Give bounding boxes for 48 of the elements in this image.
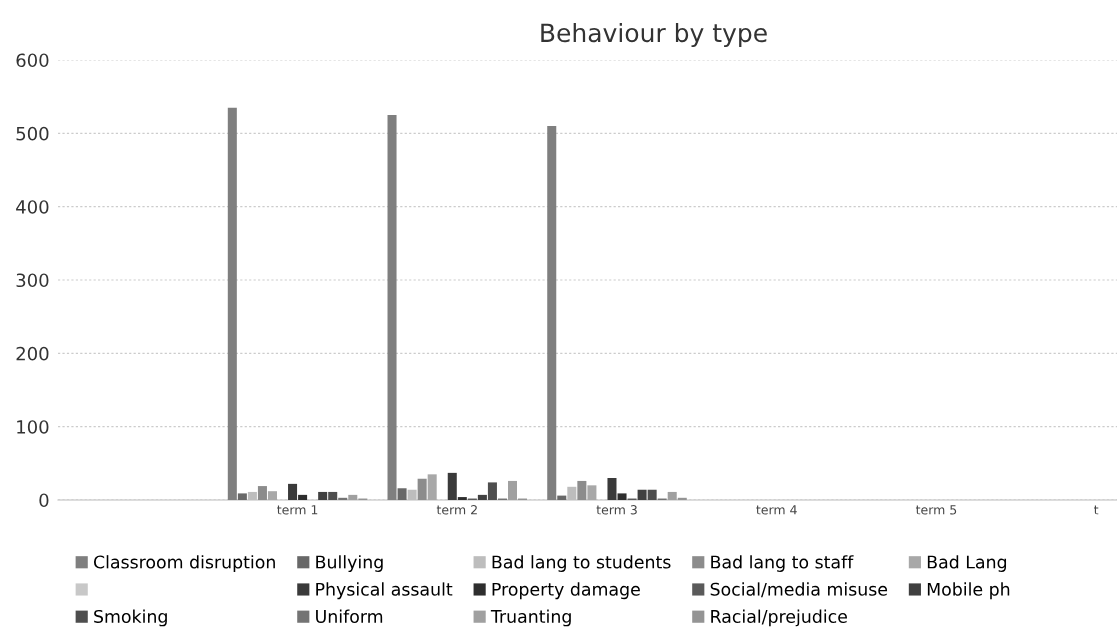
bar	[318, 491, 328, 500]
bar	[557, 495, 567, 500]
bar	[647, 489, 657, 500]
bar	[227, 107, 237, 500]
bar	[607, 478, 617, 500]
legend-label: Smoking	[94, 609, 167, 627]
legend-label: Social/media misuse	[710, 582, 888, 598]
bar	[338, 497, 348, 500]
legend-label: Bad lang to staff	[711, 555, 854, 572]
bar	[487, 482, 497, 500]
y-tick-label: 100	[17, 420, 49, 434]
y-tick-label: 0	[39, 493, 49, 508]
bar	[477, 494, 487, 500]
legend-label: Property damage	[492, 582, 640, 600]
chart-title: Behaviour by type	[541, 22, 767, 48]
legend-label: Truanting	[490, 609, 571, 627]
y-tick-label: 300	[16, 273, 49, 288]
x-tick-label: term 1	[277, 505, 318, 515]
x-tick-label: term 5	[915, 505, 957, 515]
x-tick-label: term 4	[756, 505, 797, 515]
bar	[427, 474, 437, 500]
bar	[587, 485, 597, 500]
legend-label: Uniform	[316, 609, 383, 624]
x-tick-label: t	[1094, 505, 1099, 515]
legend-label: Bad Lang	[927, 555, 1007, 572]
legend-label: Mobile ph	[927, 582, 1010, 600]
bar	[397, 488, 407, 500]
bar	[237, 493, 247, 500]
x-tick-label: term 3	[596, 505, 637, 515]
bar	[257, 486, 267, 500]
legend-label: Bad lang to students	[492, 555, 671, 572]
bar	[547, 126, 557, 500]
bar	[328, 491, 338, 500]
bar	[577, 480, 587, 500]
y-tick-label: 400	[16, 200, 49, 214]
x-tick-label: term 2	[436, 505, 477, 515]
bar	[417, 478, 427, 500]
bar	[387, 115, 397, 500]
legend-label: Bullying	[316, 555, 383, 572]
y-tick-label: 500	[16, 126, 49, 141]
legend-label: Physical assault	[316, 582, 453, 600]
bar	[617, 493, 627, 500]
y-tick-label: 200	[16, 346, 49, 361]
legend-label: Classroom disruption	[93, 555, 275, 572]
y-tick-label: 600	[16, 53, 49, 68]
bar	[637, 489, 647, 500]
bar	[267, 491, 277, 500]
legend-label: Racial/prejudice	[711, 609, 847, 627]
